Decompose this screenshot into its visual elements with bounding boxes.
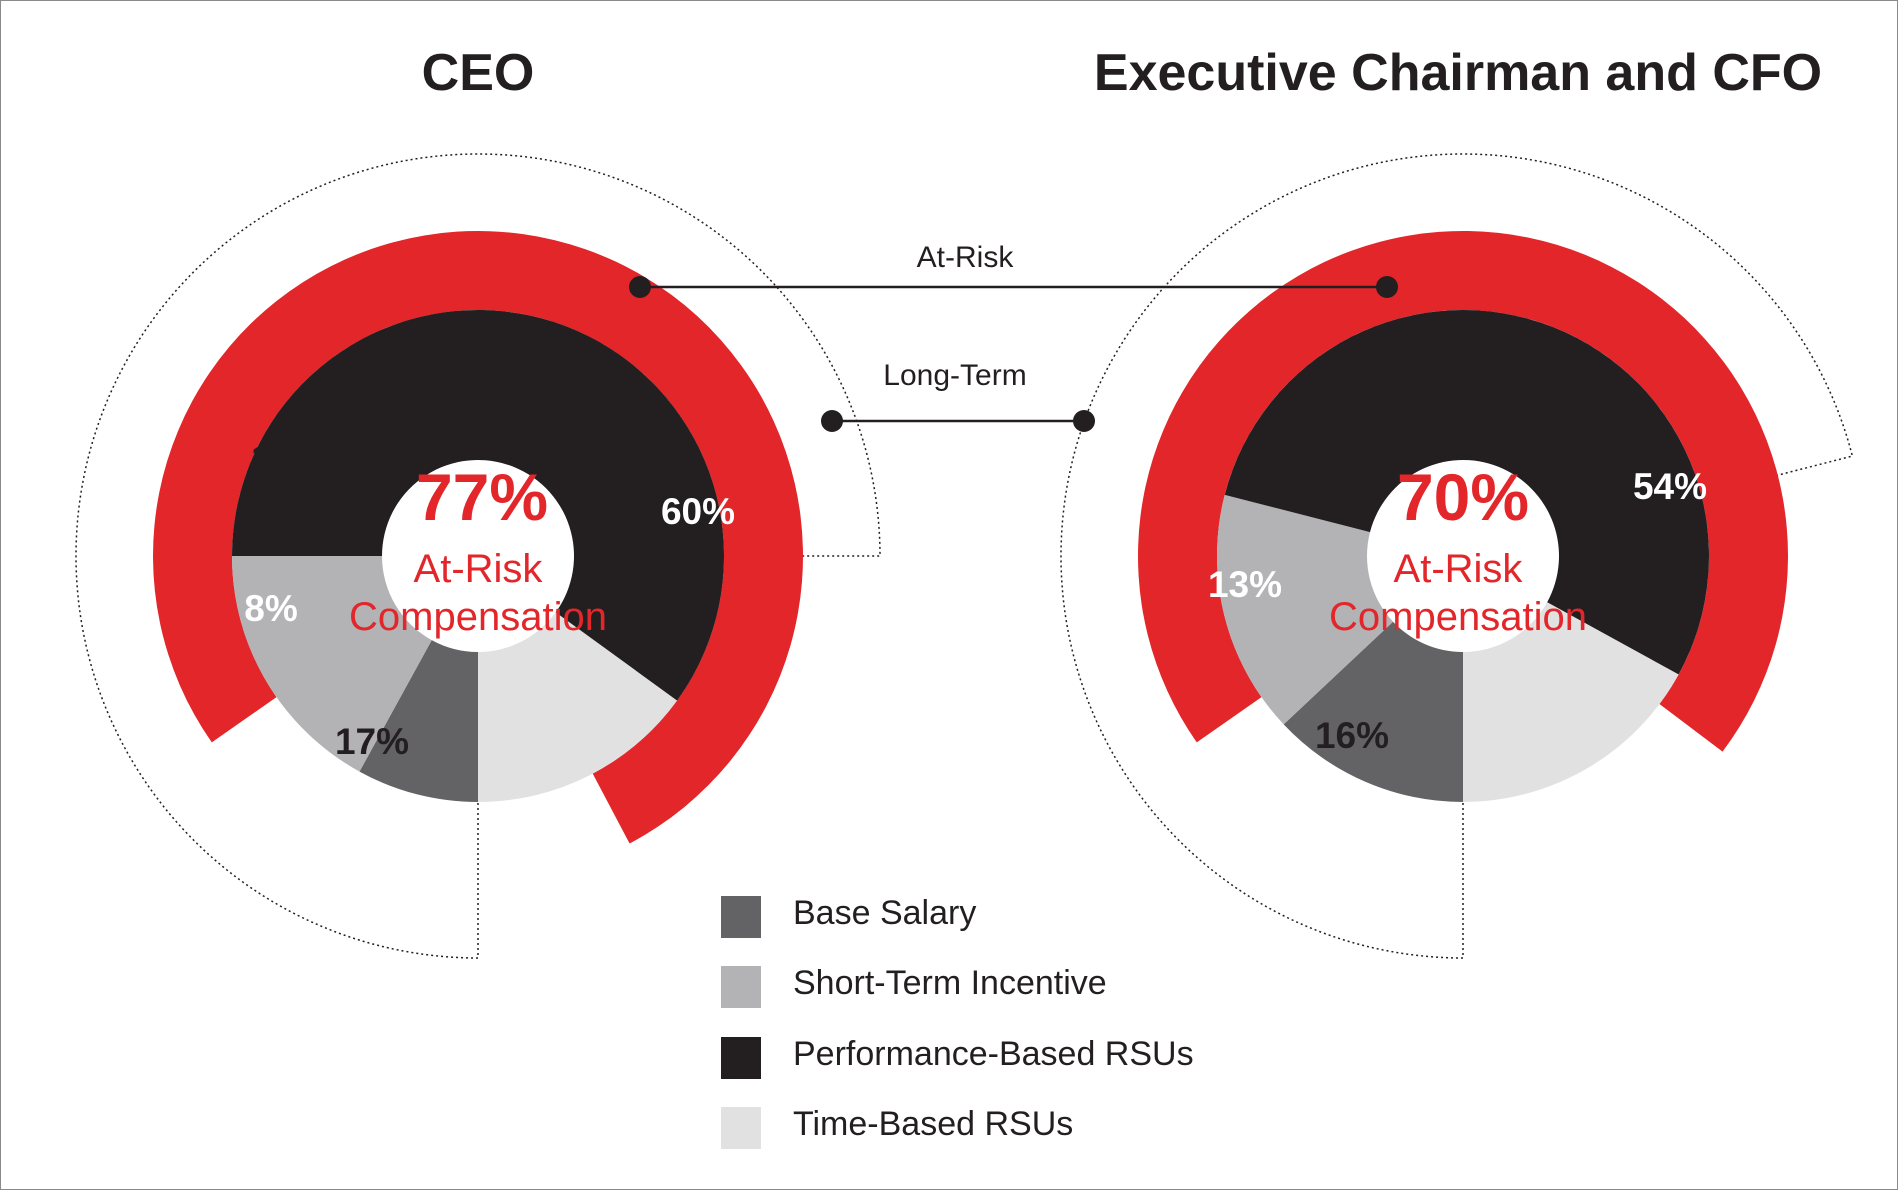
legend-swatch-base-salary xyxy=(721,896,761,938)
exec-label-time-rsus: 17% xyxy=(1277,381,1351,422)
connector-dot xyxy=(629,276,651,298)
ceo-label-time-rsus: 15% xyxy=(251,438,325,479)
exec-center-label-line1: At-Risk xyxy=(1394,547,1524,591)
connector-at-risk: At-Risk xyxy=(629,241,1398,298)
exec-segment-time-rsus xyxy=(1463,602,1679,802)
ceo-label-performance-rsus: 60% xyxy=(661,491,735,532)
legend-swatch-short-term-incentive xyxy=(721,966,761,1008)
ceo-label-short-term: 17% xyxy=(335,721,409,762)
legend-label-performance-rsus: Performance-Based RSUs xyxy=(793,1035,1194,1073)
legend-label-base-salary: Base Salary xyxy=(793,894,976,932)
ceo-center-label-line2: Compensation xyxy=(349,595,607,639)
connector-dot xyxy=(821,410,843,432)
connector-long-term: Long-Term xyxy=(821,359,1095,432)
legend-label-time-rsus: Time-Based RSUs xyxy=(793,1105,1073,1143)
exec-segment-performance-rsus xyxy=(1224,309,1709,675)
exec-center-label-line2: Compensation xyxy=(1329,595,1587,639)
exec-at-risk-ring xyxy=(1138,230,1788,752)
exec-label-base-salary: 13% xyxy=(1208,564,1282,605)
ceo-label-base-salary: 8% xyxy=(244,588,297,629)
ceo-segment-short-term-incentive xyxy=(232,556,432,772)
ceo-center-label-line1: At-Risk xyxy=(414,547,544,591)
chart-title-exec-chair-cfo: Executive Chairman and CFO xyxy=(1094,44,1822,102)
chart-title-ceo: CEO xyxy=(422,44,535,102)
connector-dot xyxy=(1073,410,1095,432)
connector-dot xyxy=(1376,276,1398,298)
ceo-center-percent: 77% xyxy=(416,460,548,534)
ceo-segment-time-rsus xyxy=(478,612,678,802)
legend-label-short-term-incentive: Short-Term Incentive xyxy=(793,964,1107,1002)
exec-label-short-term: 16% xyxy=(1315,715,1389,756)
exec-segment-base-salary xyxy=(1283,621,1463,802)
exec-long-term-bracket xyxy=(1060,153,1854,959)
ceo-segment-performance-rsus xyxy=(232,309,724,701)
exec-segment-short-term-incentive xyxy=(1217,494,1394,725)
exec-center-percent: 70% xyxy=(1397,460,1529,534)
exec-label-performance-rsus: 54% xyxy=(1633,466,1707,507)
connector-label-long-term: Long-Term xyxy=(883,359,1026,392)
legend: Base Salary Short-Term Incentive Perform… xyxy=(721,894,1194,1149)
connector-label-at-risk: At-Risk xyxy=(917,241,1015,274)
legend-swatch-performance-rsus xyxy=(721,1037,761,1079)
ceo-segment-base-salary xyxy=(359,640,478,802)
legend-swatch-time-rsus xyxy=(721,1107,761,1149)
